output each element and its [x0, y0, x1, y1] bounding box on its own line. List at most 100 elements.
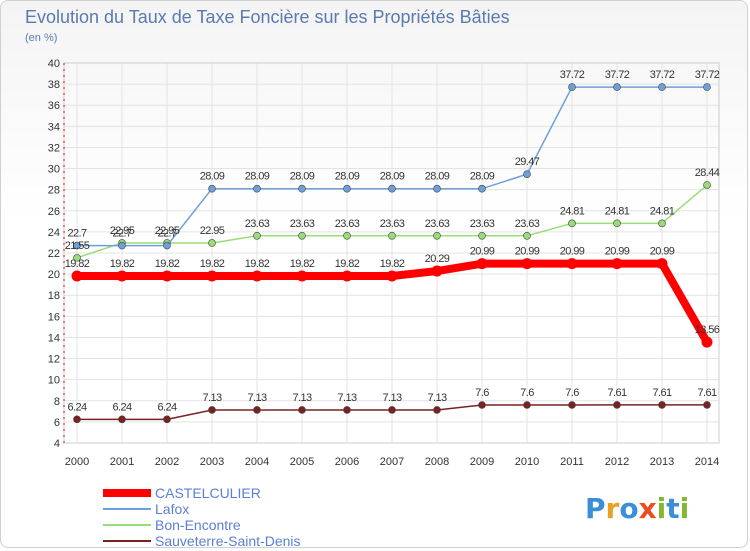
data-label: 20.99	[470, 246, 495, 258]
series-lafox	[73, 83, 711, 250]
data-point	[478, 231, 486, 240]
data-point	[163, 241, 171, 250]
data-point	[433, 231, 441, 240]
data-labels: 19.82 19.82 19.82 19.82 19.82 19.82 19.82 19.82…	[65, 69, 721, 413]
brand-letter: i	[657, 492, 667, 525]
data-label: 20.99	[560, 246, 585, 258]
data-point	[523, 401, 531, 409]
data-point	[206, 270, 218, 282]
y-tick-label: 20	[48, 269, 60, 281]
data-label: 13.56	[695, 324, 720, 336]
data-label: 23.63	[515, 218, 540, 230]
data-point	[703, 181, 711, 189]
data-label: 37.72	[695, 69, 720, 81]
x-tick-label: 2001	[110, 456, 134, 468]
data-point	[73, 253, 81, 262]
data-label: 7.13	[202, 392, 221, 404]
data-point	[613, 219, 621, 228]
data-point	[73, 415, 81, 424]
x-tick-label: 2004	[245, 456, 269, 468]
data-point	[433, 406, 441, 414]
data-point	[568, 401, 576, 409]
data-point	[298, 406, 306, 414]
data-point	[161, 270, 173, 282]
chart-subtitle: (en %)	[25, 32, 57, 44]
data-point	[386, 270, 398, 282]
data-point	[118, 415, 126, 424]
data-point	[253, 184, 261, 193]
brand-logo: Proxiti	[585, 492, 689, 525]
data-label: 7.61	[697, 387, 716, 399]
data-label: 6.24	[112, 401, 131, 413]
x-tick-label: 2005	[290, 456, 314, 468]
data-label: 37.72	[650, 69, 675, 81]
data-point	[523, 170, 531, 178]
y-tick-label: 30	[48, 164, 60, 176]
data-label: 21.55	[65, 240, 90, 252]
legend-entry: Lafox	[155, 501, 189, 517]
data-label: 24.81	[650, 205, 675, 217]
data-point	[341, 270, 353, 282]
y-tick-label: 36	[48, 100, 60, 112]
data-label: 37.72	[560, 69, 585, 81]
brand-text: Proxiti	[585, 492, 689, 525]
y-tick-label: 22	[48, 248, 60, 260]
data-point	[478, 401, 486, 409]
data-label: 28.09	[245, 171, 270, 183]
data-label: 20.99	[605, 246, 630, 258]
data-label: 19.82	[155, 258, 180, 270]
brand-letter: r	[606, 492, 620, 525]
data-point	[658, 401, 666, 409]
data-label: 23.63	[335, 218, 360, 230]
data-label: 23.63	[380, 218, 405, 230]
data-label: 20.99	[515, 246, 540, 258]
data-label: 7.6	[565, 387, 579, 399]
data-point	[566, 258, 578, 270]
data-label: 24.81	[560, 205, 585, 217]
brand-letter: P	[585, 492, 606, 525]
data-label: 7.13	[292, 392, 311, 404]
legend-entry: Bon-Encontre	[155, 517, 241, 533]
series-sauveterre-saint-denis	[73, 401, 711, 424]
x-tick-label: 2006	[335, 456, 359, 468]
y-tick-label: 8	[54, 396, 60, 408]
data-label: 19.82	[200, 258, 225, 270]
data-point	[656, 258, 668, 270]
data-label: 28.44	[695, 167, 720, 179]
data-label: 19.82	[335, 258, 360, 270]
x-tick-label: 2002	[155, 456, 179, 468]
data-point	[298, 231, 306, 240]
data-label: 7.13	[247, 392, 266, 404]
data-label: 19.82	[110, 258, 135, 270]
data-label: 7.13	[427, 392, 446, 404]
y-tick-label: 10	[48, 375, 60, 387]
data-label: 28.09	[290, 171, 315, 183]
legend: CASTELCULIERLafoxBon-EncontreSauveterre-…	[103, 485, 301, 549]
brand-letter: t	[666, 492, 679, 525]
x-tick-label: 2011	[560, 456, 584, 468]
data-point	[431, 265, 443, 277]
data-label: 7.6	[520, 387, 534, 399]
x-tick-label: 2003	[200, 456, 224, 468]
series-layer	[71, 83, 713, 424]
data-point	[208, 184, 216, 193]
y-tick-label: 4	[54, 438, 60, 450]
data-label: 22.95	[110, 225, 135, 237]
data-point	[613, 83, 621, 91]
data-label: 7.13	[382, 392, 401, 404]
data-point	[701, 336, 713, 348]
data-point	[163, 415, 171, 424]
y-tick-label: 6	[54, 417, 60, 429]
axes: 4 6 8 10 12 14 16 18 20 22 24 26 28 30 32 34 36 38 40 2000 2…	[48, 58, 719, 468]
data-point	[523, 231, 531, 240]
data-label: 20.99	[650, 246, 675, 258]
data-point	[208, 239, 216, 247]
data-label: 22.7	[157, 228, 176, 240]
data-point	[298, 184, 306, 193]
data-point	[208, 406, 216, 414]
data-label: 23.63	[245, 218, 270, 230]
data-point	[476, 258, 488, 270]
data-label: 19.82	[65, 258, 90, 270]
